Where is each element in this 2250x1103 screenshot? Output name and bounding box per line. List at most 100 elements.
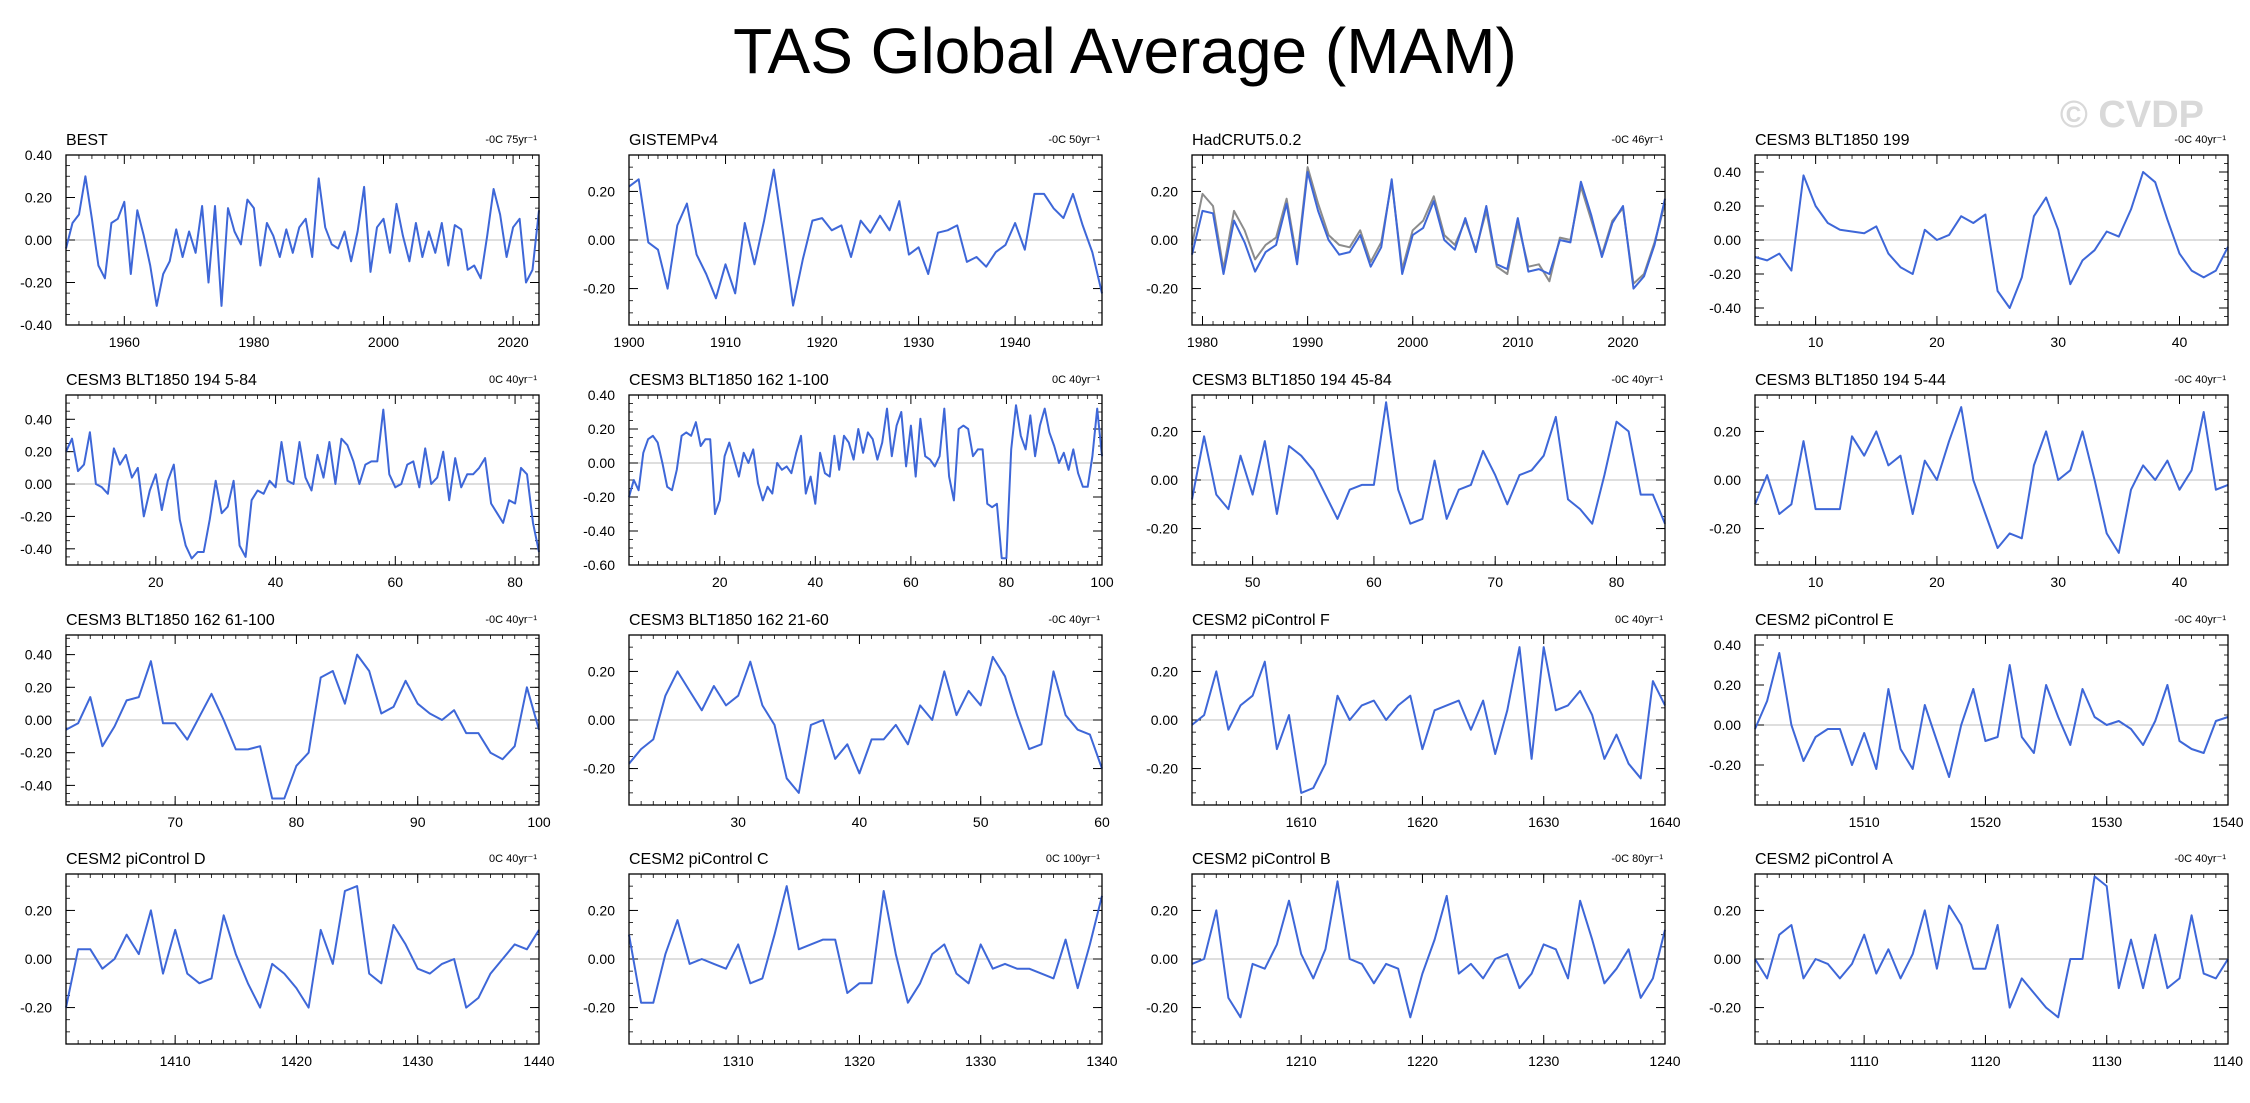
x-tick-label: 40 [852, 814, 868, 830]
panel-frame [628, 394, 1103, 566]
y-tick-label: -0.20 [20, 745, 52, 761]
x-tick-label: 1410 [160, 1053, 191, 1069]
panel-title: CESM2 piControl B [1192, 851, 1331, 868]
series-line [65, 653, 540, 800]
panel-trend-label: -0C 40yr⁻¹ [485, 614, 537, 626]
y-tick-label: 0.20 [588, 902, 615, 918]
x-tick-label: 10 [1808, 574, 1824, 590]
y-tick-label: 0.00 [1151, 951, 1178, 967]
panel-trend-label: 0C 40yr⁻¹ [1615, 614, 1663, 626]
y-tick-label: -0.20 [1146, 521, 1178, 537]
x-tick-label: 2020 [498, 334, 529, 350]
y-tick-label: -0.40 [20, 317, 52, 333]
series-line [628, 404, 1103, 560]
panel-title: CESM2 piControl D [66, 851, 206, 868]
series-line [1754, 171, 2229, 309]
y-tick-label: 0.00 [25, 476, 52, 492]
x-tick-label: 70 [1487, 574, 1503, 590]
x-tick-label: 40 [808, 574, 824, 590]
chart-panel: CESM2 piControl B -0C 80yr⁻¹ 1210 1220 1230 1… [1146, 851, 1681, 1069]
x-tick-label: 1610 [1286, 814, 1317, 830]
y-tick-label: -0.40 [1709, 300, 1741, 316]
y-tick-label: -0.20 [583, 1000, 615, 1016]
y-tick-label: -0.20 [583, 489, 615, 505]
panel-title: CESM3 BLT1850 162 21-60 [629, 612, 829, 629]
panel-frame [65, 154, 540, 326]
y-tick-label: -0.20 [1709, 1000, 1741, 1016]
x-tick-label: 40 [268, 574, 284, 590]
y-tick-label: -0.20 [1146, 1000, 1178, 1016]
chart-panel: HadCRUT5.0.2 -0C 46yr⁻¹ 1980 1990 2000 2010 20… [1146, 132, 1666, 350]
x-tick-label: 30 [2050, 334, 2066, 350]
y-tick-label: 0.00 [588, 232, 615, 248]
panel-frame [628, 873, 1103, 1045]
x-tick-label: 60 [903, 574, 919, 590]
panel-trend-label: -0C 50yr⁻¹ [1048, 134, 1100, 146]
panel-frame [65, 394, 540, 566]
y-tick-label: 0.00 [1151, 712, 1178, 728]
x-tick-label: 1510 [1849, 814, 1880, 830]
series-line [65, 408, 540, 560]
panel-trend-label: -0C 75yr⁻¹ [485, 134, 537, 146]
y-tick-label: 0.00 [25, 951, 52, 967]
y-tick-label: 0.00 [588, 455, 615, 471]
series-line [1754, 652, 2229, 778]
y-tick-label: 0.40 [25, 147, 52, 163]
y-tick-label: -0.20 [20, 1000, 52, 1016]
y-tick-label: -0.40 [20, 541, 52, 557]
panel-title: CESM3 BLT1850 162 61-100 [66, 612, 275, 629]
y-tick-label: 0.00 [1714, 717, 1741, 733]
y-tick-label: 0.00 [1714, 951, 1741, 967]
panel-frame [628, 634, 1103, 806]
y-tick-label: 0.20 [25, 679, 52, 695]
y-tick-label: -0.20 [583, 281, 615, 297]
x-tick-label: 50 [973, 814, 989, 830]
figure-title: TAS Global Average (MAM) [733, 15, 1517, 87]
y-tick-label: 0.40 [588, 387, 615, 403]
series-line [1754, 406, 2229, 554]
series-line [65, 175, 540, 307]
x-tick-label: 2010 [1502, 334, 1533, 350]
panel-frame [1191, 154, 1666, 326]
y-tick-label: 0.00 [25, 232, 52, 248]
chart-panel: CESM2 piControl C 0C 100yr⁻¹ 1310 1320 1330 1… [583, 851, 1118, 1069]
x-tick-label: 1910 [710, 334, 741, 350]
panel-frame [1754, 634, 2229, 806]
x-tick-label: 1130 [2092, 1053, 2122, 1069]
panel-trend-label: -0C 40yr⁻¹ [1048, 614, 1100, 626]
chart-panel: CESM2 piControl D 0C 40yr⁻¹ 1410 1420 1430 14… [20, 851, 555, 1069]
y-tick-label: 0.20 [588, 183, 615, 199]
chart-panel: CESM3 BLT1850 162 21-60 -0C 40yr⁻¹ 30 40 50 6… [583, 612, 1110, 830]
chart-panel: CESM2 piControl E -0C 40yr⁻¹ 1510 1520 1530 1… [1709, 612, 2244, 830]
panel-frame [65, 873, 540, 1045]
chart-panel: CESM3 BLT1850 162 1-100 0C 40yr⁻¹ 20 40 60 80… [583, 372, 1114, 590]
chart-panel: CESM2 piControl F 0C 40yr⁻¹ 1610 1620 1630 16… [1146, 612, 1681, 830]
y-tick-label: -0.20 [20, 508, 52, 524]
x-tick-label: 1640 [1649, 814, 1680, 830]
x-tick-label: 20 [1929, 574, 1945, 590]
x-tick-label: 60 [1094, 814, 1110, 830]
panel-trend-label: -0C 40yr⁻¹ [2174, 134, 2226, 146]
panel-frame [1191, 634, 1666, 806]
x-tick-label: 1320 [844, 1053, 875, 1069]
x-tick-label: 80 [999, 574, 1015, 590]
y-tick-label: 0.00 [1714, 472, 1741, 488]
panel-title: HadCRUT5.0.2 [1192, 132, 1301, 149]
x-tick-label: 2000 [1397, 334, 1428, 350]
x-tick-label: 1930 [903, 334, 934, 350]
chart-panel: CESM3 BLT1850 162 61-100 -0C 40yr⁻¹ 70 80 90… [20, 612, 551, 830]
x-tick-label: 1440 [523, 1053, 554, 1069]
y-tick-label: -0.60 [583, 557, 615, 573]
x-tick-label: 1900 [613, 334, 644, 350]
chart-panel: GISTEMPv4 -0C 50yr⁻¹ 1900 1910 1920 1930 1940 -… [583, 132, 1103, 350]
panel-frame [1754, 394, 2229, 566]
x-tick-label: 1340 [1086, 1053, 1117, 1069]
x-tick-label: 30 [730, 814, 746, 830]
series-line [1754, 875, 2229, 1019]
panel-title: CESM2 piControl A [1755, 851, 1893, 868]
x-tick-label: 1620 [1407, 814, 1438, 830]
y-tick-label: -0.20 [1146, 281, 1178, 297]
panel-trend-label: -0C 40yr⁻¹ [2174, 614, 2226, 626]
panel-trend-label: -0C 40yr⁻¹ [1611, 374, 1663, 386]
panel-trend-label: -0C 80yr⁻¹ [1611, 853, 1663, 865]
